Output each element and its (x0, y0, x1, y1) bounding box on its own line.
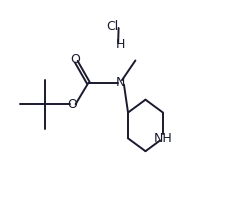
Text: O: O (70, 53, 79, 66)
Text: Cl: Cl (106, 20, 118, 33)
Text: O: O (68, 98, 77, 111)
Text: NH: NH (153, 132, 171, 145)
Text: H: H (116, 38, 125, 51)
Text: N: N (116, 76, 125, 89)
